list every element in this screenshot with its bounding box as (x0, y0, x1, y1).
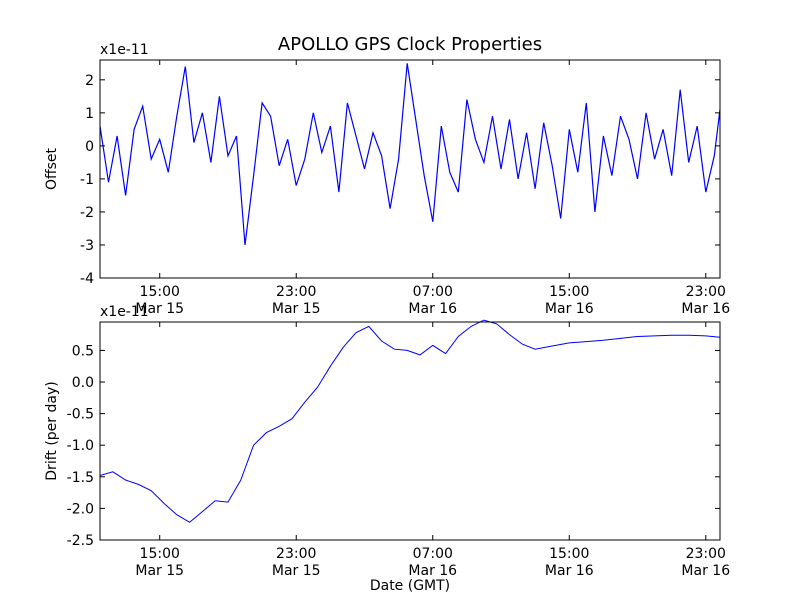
y-axis-label: Drift (per day) (44, 381, 60, 480)
scale-label: x1e-11 (100, 42, 149, 58)
scale-label: x1e-11 (100, 304, 149, 320)
x-tick-date: Mar 16 (681, 563, 730, 579)
y-tick-label: -1 (80, 172, 94, 188)
x-tick-date: Mar 15 (135, 563, 184, 579)
y-tick-label: -1.5 (67, 470, 94, 486)
y-tick-label: -3 (80, 238, 94, 254)
y-tick-label: -2.5 (67, 533, 94, 549)
x-tick-time: 23:00 (276, 546, 316, 562)
x-axis-label: Date (GMT) (370, 578, 450, 594)
x-tick-time: 15:00 (549, 546, 589, 562)
axes-frame (99, 321, 721, 541)
x-tick-time: 15:00 (140, 284, 180, 300)
x-tick-time: 15:00 (549, 284, 589, 300)
x-tick-date: Mar 15 (272, 301, 321, 317)
y-tick-label: 2 (85, 73, 94, 89)
y-tick-label: -0.5 (67, 407, 94, 423)
x-tick-time: 15:00 (140, 546, 180, 562)
x-tick-time: 23:00 (686, 284, 726, 300)
x-tick-time: 23:00 (686, 546, 726, 562)
axes-frame (99, 59, 721, 279)
x-tick-date: Mar 15 (135, 301, 184, 317)
y-tick-label: 0.5 (72, 343, 94, 359)
x-tick-date: Mar 16 (408, 563, 457, 579)
y-tick-label: 0.0 (72, 375, 94, 391)
y-tick-label: -4 (80, 271, 94, 287)
x-tick-date: Mar 16 (545, 301, 594, 317)
chart-title: APOLLO GPS Clock Properties (278, 34, 542, 55)
x-tick-time: 07:00 (413, 546, 453, 562)
series-line-0 (99, 63, 721, 246)
y-axis-label: Offset (44, 147, 60, 190)
x-tick-time: 07:00 (413, 284, 453, 300)
x-tick-date: Mar 15 (272, 563, 321, 579)
y-tick-label: -2.0 (67, 501, 94, 517)
y-tick-label: 1 (85, 106, 94, 122)
y-tick-label: -1.0 (67, 438, 94, 454)
y-tick-label: 0 (85, 139, 94, 155)
x-tick-date: Mar 16 (545, 563, 594, 579)
x-tick-time: 23:00 (276, 284, 316, 300)
x-tick-date: Mar 16 (408, 301, 457, 317)
y-tick-label: -2 (80, 205, 94, 221)
series-line-0 (99, 319, 721, 523)
x-tick-date: Mar 16 (681, 301, 730, 317)
